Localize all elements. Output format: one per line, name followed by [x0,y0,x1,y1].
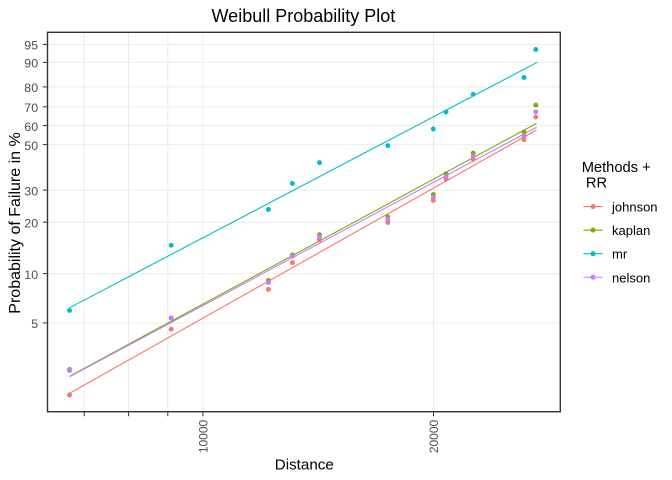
svg-text:Methods +: Methods + [582,160,651,176]
svg-text:Distance: Distance [275,457,334,474]
svg-text:johnson: johnson [611,200,658,215]
svg-text:20000: 20000 [427,419,441,453]
svg-text:95: 95 [24,39,38,53]
svg-text:90: 90 [24,57,38,71]
svg-text:RR: RR [586,175,607,191]
svg-text:5: 5 [31,317,38,331]
svg-text:60: 60 [24,120,38,134]
svg-text:Probability of Failure in %: Probability of Failure in % [7,132,24,313]
svg-text:10000: 10000 [196,419,210,453]
svg-text:mr: mr [612,247,628,262]
svg-text:70: 70 [24,101,38,115]
svg-text:nelson: nelson [612,270,650,285]
svg-text:30: 30 [24,184,38,198]
svg-text:Weibull Probability Plot: Weibull Probability Plot [212,6,396,26]
svg-text:20: 20 [24,217,38,231]
svg-text:50: 50 [24,139,38,153]
svg-text:80: 80 [24,81,38,95]
svg-text:kaplan: kaplan [612,223,650,238]
svg-text:10: 10 [24,268,38,282]
